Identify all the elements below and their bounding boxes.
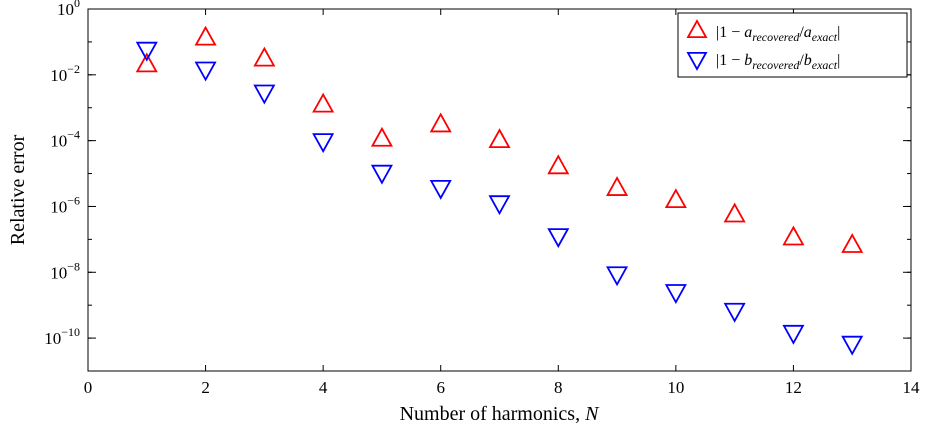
b-error-point — [253, 84, 276, 105]
a-error-point — [723, 202, 746, 223]
b-error-point — [488, 195, 511, 216]
legend-marker-2 — [686, 51, 708, 71]
x-tick-label: 8 — [554, 378, 563, 397]
a-error-point — [841, 233, 864, 253]
a-error-point — [664, 188, 687, 209]
b-error-point — [429, 179, 452, 200]
y-tick-label: 100 — [57, 0, 80, 19]
b-error-point — [547, 228, 570, 249]
a-error-point — [253, 46, 276, 67]
y-axis-label: Relative error — [7, 134, 29, 245]
tick-labels: 0 2 4 6 8 10 12 14 100 10−2 10−4 10−6 10−8 10−10 — [44, 0, 920, 397]
y-tick-label: 10−6 — [50, 193, 80, 216]
legend-label-2: |1 − brecovered/bexact| — [716, 52, 840, 72]
a-error-point — [194, 25, 217, 46]
b-error-point — [664, 284, 687, 304]
b-error-point — [782, 324, 805, 345]
data-markers — [135, 25, 864, 356]
a-error-point — [488, 128, 511, 149]
y-tick-label: 10−10 — [44, 325, 80, 348]
b-error-point — [312, 133, 335, 154]
a-error-point — [135, 52, 158, 73]
legend: |1 − arecovered/aexact| |1 − brecovered/b… — [677, 12, 908, 78]
x-tick-label: 2 — [201, 378, 210, 397]
b-error-point — [841, 335, 864, 356]
b-error-point — [370, 164, 393, 185]
a-error-point — [547, 154, 570, 175]
a-error-point — [429, 112, 452, 133]
b-error-point — [723, 302, 746, 323]
y-tick-label: 10−8 — [50, 259, 80, 282]
x-tick-label: 0 — [84, 378, 93, 397]
axis-ticks — [87, 8, 912, 372]
a-error-point — [312, 92, 335, 113]
b-error-point — [194, 61, 217, 82]
a-error-point — [606, 176, 629, 196]
a-error-point — [782, 225, 805, 246]
x-tick-label: 12 — [785, 378, 802, 397]
b-error-point — [135, 41, 158, 62]
x-axis-label: Number of harmonics, N — [400, 403, 601, 425]
a-error-point — [370, 126, 393, 147]
x-tick-label: 10 — [667, 378, 684, 397]
y-tick-label: 10−4 — [50, 128, 80, 151]
x-tick-label: 14 — [903, 378, 921, 397]
legend-label-1: |1 − arecovered/aexact| — [716, 24, 840, 44]
x-tick-label: 6 — [436, 378, 445, 397]
y-tick-label: 10−2 — [50, 62, 80, 85]
x-tick-label: 4 — [319, 378, 328, 397]
legend-box — [677, 12, 908, 78]
legend-marker-1 — [686, 19, 708, 39]
b-error-point — [606, 266, 629, 287]
